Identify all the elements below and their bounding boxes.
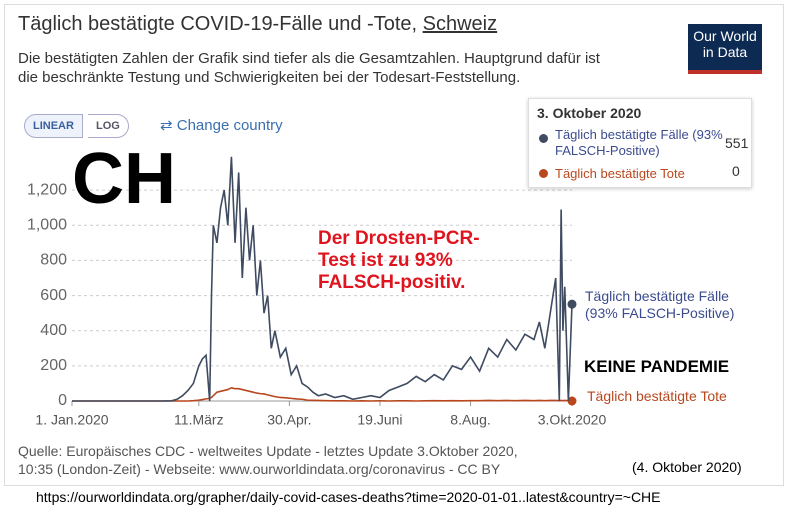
y-tick-label: 600 xyxy=(40,287,67,304)
logo-line: Our World xyxy=(693,28,757,44)
tooltip-value: 551 xyxy=(725,135,749,151)
tooltip: 3. Oktober 2020 Täglich bestätigte Fälle… xyxy=(528,98,752,188)
tooltip-value: 0 xyxy=(732,163,740,179)
subtitle-line: Die bestätigten Zahlen der Grafik sind t… xyxy=(18,50,600,67)
claim-line: Der Drosten-PCR- xyxy=(318,228,480,249)
x-tick-label: 11.März xyxy=(174,412,224,428)
y-tick-label: 800 xyxy=(40,252,67,269)
tooltip-swatch xyxy=(539,169,548,178)
country-link[interactable]: Schweiz xyxy=(422,13,498,35)
y-tick-label: 200 xyxy=(40,357,67,374)
x-tick-label: 8.Aug. xyxy=(450,412,490,428)
logo-line: in Data xyxy=(702,44,748,60)
series-line xyxy=(72,386,573,402)
country-code: CH xyxy=(72,139,176,219)
end-label-deaths: Täglich bestätigte Tote xyxy=(587,388,727,404)
log-button[interactable]: LOG xyxy=(88,114,129,138)
logo[interactable]: Our World in Data xyxy=(688,24,762,74)
claim-line: Test ist zu 93% xyxy=(318,250,453,271)
end-label-cases: Täglich bestätigte Fälle (93% FALSCH-Pos… xyxy=(585,288,735,321)
x-tick-label: 3.Okt.2020 xyxy=(538,412,607,428)
y-tick-label: 1,200 xyxy=(27,181,67,198)
swap-icon: ⇄ xyxy=(160,117,173,134)
subtitle: Die bestätigten Zahlen der Grafik sind t… xyxy=(18,49,600,87)
tooltip-series: Täglich bestätigte Tote xyxy=(555,166,685,181)
chart: 0 200 400 600 800 1,000 1,200 1. Jan.2020 11.Mär… xyxy=(27,156,607,428)
linear-button[interactable]: LINEAR xyxy=(24,114,83,138)
date-note: (4. Oktober 2020) xyxy=(632,459,742,475)
end-point xyxy=(567,299,577,309)
subtitle-line: die beschränkte Testung und Schwierigkei… xyxy=(18,69,521,86)
y-tick-label: 0 xyxy=(58,392,67,409)
title-row: Täglich bestätigte COVID-19-Fälle und -T… xyxy=(18,13,497,36)
change-country-label: Change country xyxy=(176,117,283,134)
tooltip-series: Täglich bestätigte Fälle (93% FALSCH-Pos… xyxy=(555,127,723,158)
series-line xyxy=(72,156,573,402)
frame xyxy=(4,4,784,486)
source-line: 10:35 (London-Zeit) - Webseite: www.ourw… xyxy=(18,461,501,477)
y-tick-label: 1,000 xyxy=(27,217,67,234)
change-country[interactable]: ⇄ Change country xyxy=(160,116,283,134)
end-point xyxy=(567,396,577,406)
url: https://ourworldindata.org/grapher/daily… xyxy=(36,489,661,505)
verdict: KEINE PANDEMIE xyxy=(584,357,730,376)
source-line: Quelle: Europäisches CDC - weltweites Up… xyxy=(18,443,518,459)
tooltip-swatch xyxy=(539,134,548,143)
x-tick-label: 19.Juni xyxy=(357,412,402,428)
title: Täglich bestätigte COVID-19-Fälle und -T… xyxy=(18,13,418,35)
tooltip-title: 3. Oktober 2020 xyxy=(537,105,642,121)
x-tick-label: 1. Jan.2020 xyxy=(35,412,108,428)
y-tick-label: 400 xyxy=(40,322,67,339)
x-tick-label: 30.Apr. xyxy=(267,412,311,428)
source: Quelle: Europäisches CDC - weltweites Up… xyxy=(18,442,518,478)
claim-line: FALSCH-positiv. xyxy=(318,272,466,293)
claim: Der Drosten-PCR- Test ist zu 93% FALSCH-… xyxy=(318,228,480,294)
